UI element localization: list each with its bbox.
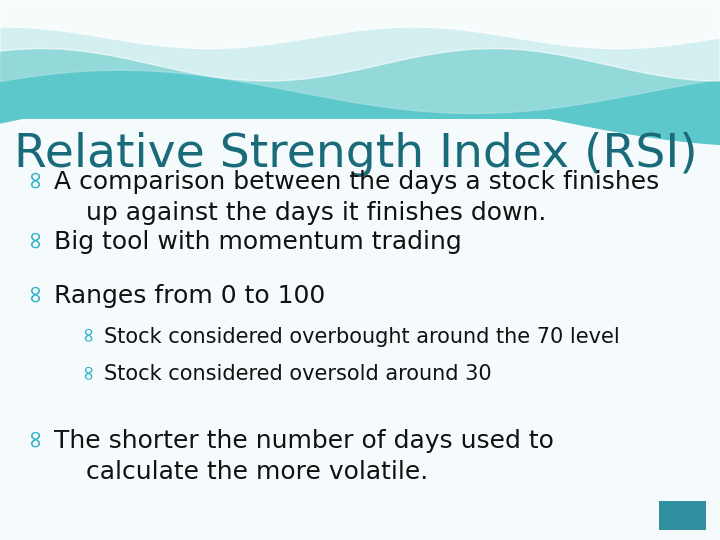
Text: ∞: ∞: [23, 281, 47, 302]
Polygon shape: [0, 0, 720, 49]
Polygon shape: [0, 0, 720, 113]
Text: Big tool with momentum trading: Big tool with momentum trading: [54, 230, 462, 253]
Text: ∞: ∞: [77, 324, 97, 341]
Text: ∞: ∞: [23, 167, 47, 188]
Text: The shorter the number of days used to
    calculate the more volatile.: The shorter the number of days used to c…: [54, 429, 554, 484]
Text: ∞: ∞: [23, 427, 47, 448]
Text: ∞: ∞: [77, 362, 97, 379]
Polygon shape: [0, 0, 720, 144]
Text: A comparison between the days a stock finishes
    up against the days it finish: A comparison between the days a stock fi…: [54, 170, 660, 225]
FancyBboxPatch shape: [659, 501, 706, 530]
Text: ∞: ∞: [23, 227, 47, 248]
Polygon shape: [0, 0, 720, 81]
Text: Stock considered overbought around the 70 level: Stock considered overbought around the 7…: [104, 327, 620, 347]
Text: Ranges from 0 to 100: Ranges from 0 to 100: [54, 284, 325, 307]
Text: Relative Strength Index (RSI): Relative Strength Index (RSI): [14, 132, 698, 177]
FancyBboxPatch shape: [0, 0, 720, 119]
Text: Stock considered oversold around 30: Stock considered oversold around 30: [104, 364, 492, 384]
